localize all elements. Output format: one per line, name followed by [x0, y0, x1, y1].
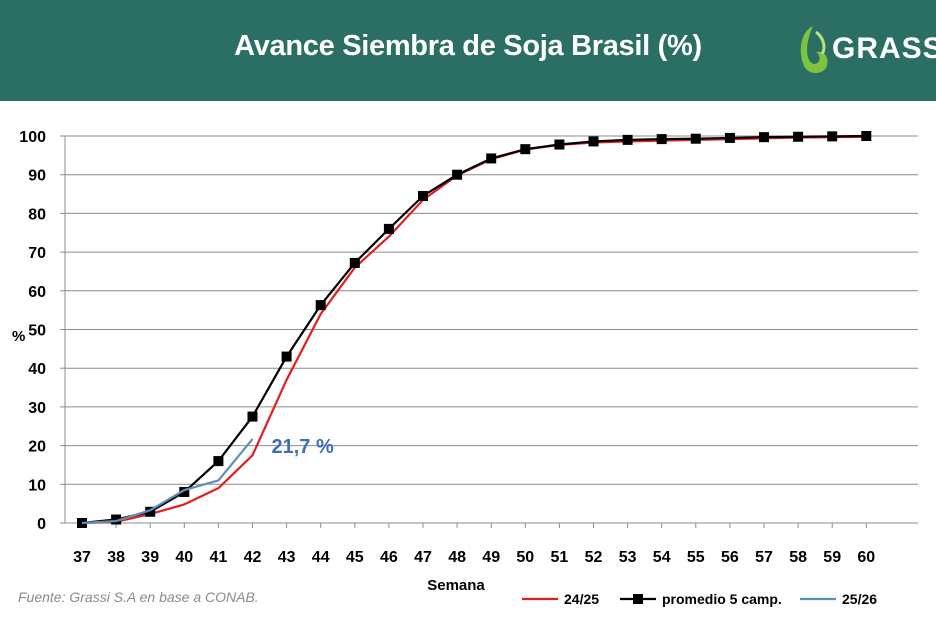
- x-tick-label: 42: [244, 549, 262, 566]
- data-point: [111, 514, 122, 525]
- legend-label: 24/25: [564, 591, 599, 607]
- x-tick-label: 38: [107, 549, 125, 566]
- x-tick-label: 49: [482, 549, 500, 566]
- data-point: [827, 131, 838, 142]
- x-tick-label: 52: [585, 549, 603, 566]
- x-tick-label: 48: [448, 549, 466, 566]
- grassi-logo: GRASSI: [796, 22, 936, 78]
- title-banner: Avance Siembra de Soja Brasil (%) GRASSI: [0, 0, 936, 101]
- y-tick-label: 30: [28, 400, 46, 417]
- legend-label: promedio 5 camp.: [662, 591, 782, 607]
- data-point: [281, 351, 292, 362]
- data-point: [554, 139, 565, 150]
- legend-label: 25/26: [842, 591, 877, 607]
- data-point: [656, 134, 667, 145]
- legend-marker: [633, 594, 643, 604]
- data-point: [724, 132, 735, 143]
- leaf-icon: [800, 26, 828, 74]
- data-point: [759, 132, 769, 143]
- y-tick-label: 60: [28, 284, 46, 301]
- x-tick-label: 37: [73, 549, 91, 566]
- x-tick-label: 53: [619, 549, 637, 566]
- line-chart: 0 10 20 30 40 50 60 70 80 90 100 37 38 39 40 41 42 43 44 45…: [12, 129, 918, 607]
- data-point: [622, 134, 633, 145]
- y-tick-label: 10: [28, 477, 46, 494]
- data-point: [383, 223, 394, 234]
- data-point: [145, 506, 156, 517]
- data-point: [315, 300, 326, 311]
- y-tick-label: 70: [28, 245, 46, 262]
- x-tick-label: 55: [687, 549, 705, 566]
- x-tick-label: 46: [380, 549, 398, 566]
- data-point: [690, 133, 701, 144]
- x-tick-label: 58: [789, 549, 807, 566]
- y-tick-label: 90: [28, 168, 46, 185]
- data-point: [452, 169, 463, 180]
- data-point: [213, 456, 224, 467]
- x-tick-label: 39: [141, 549, 159, 566]
- x-tick-label: 50: [516, 549, 534, 566]
- data-point: [793, 131, 804, 142]
- series-line-1: [81, 134, 867, 525]
- series-line-2: [81, 438, 254, 525]
- y-axis-label: %: [12, 328, 25, 345]
- annotation-label: 21,7 %: [272, 436, 334, 458]
- x-tick-label: 45: [346, 549, 364, 566]
- x-tick-label: 56: [721, 549, 739, 566]
- x-tick-label: 47: [414, 549, 432, 566]
- x-tick-label: 57: [755, 549, 773, 566]
- y-tick-label: 0: [37, 516, 46, 533]
- x-tick-label: 44: [312, 549, 330, 566]
- logo-text: GRASSI: [832, 32, 936, 65]
- x-tick-label: 54: [653, 549, 671, 566]
- source-note: Fuente: Grassi S.A en base a CONAB.: [18, 589, 259, 605]
- y-tick-label: 40: [28, 361, 46, 378]
- data-point: [349, 257, 360, 268]
- data-point: [588, 136, 599, 147]
- y-tick-label: 80: [28, 206, 46, 223]
- data-point: [520, 144, 531, 155]
- data-point: [861, 131, 872, 141]
- chart-title: Avance Siembra de Soja Brasil (%): [234, 30, 702, 62]
- y-tick-label: 50: [28, 323, 46, 340]
- data-point: [486, 153, 497, 164]
- data-point: [247, 411, 258, 422]
- x-tick-label: 60: [857, 549, 875, 566]
- x-tick-label: 59: [823, 549, 841, 566]
- x-tick-label: 51: [551, 549, 569, 566]
- x-axis-label: Semana: [427, 577, 485, 594]
- x-tick-label: 40: [175, 549, 193, 566]
- y-tick-label: 20: [28, 439, 46, 456]
- x-tick-label: 41: [210, 549, 228, 566]
- data-point: [179, 487, 190, 498]
- data-point: [418, 190, 428, 201]
- x-tick-label: 43: [278, 549, 296, 566]
- y-tick-label: 100: [19, 129, 46, 146]
